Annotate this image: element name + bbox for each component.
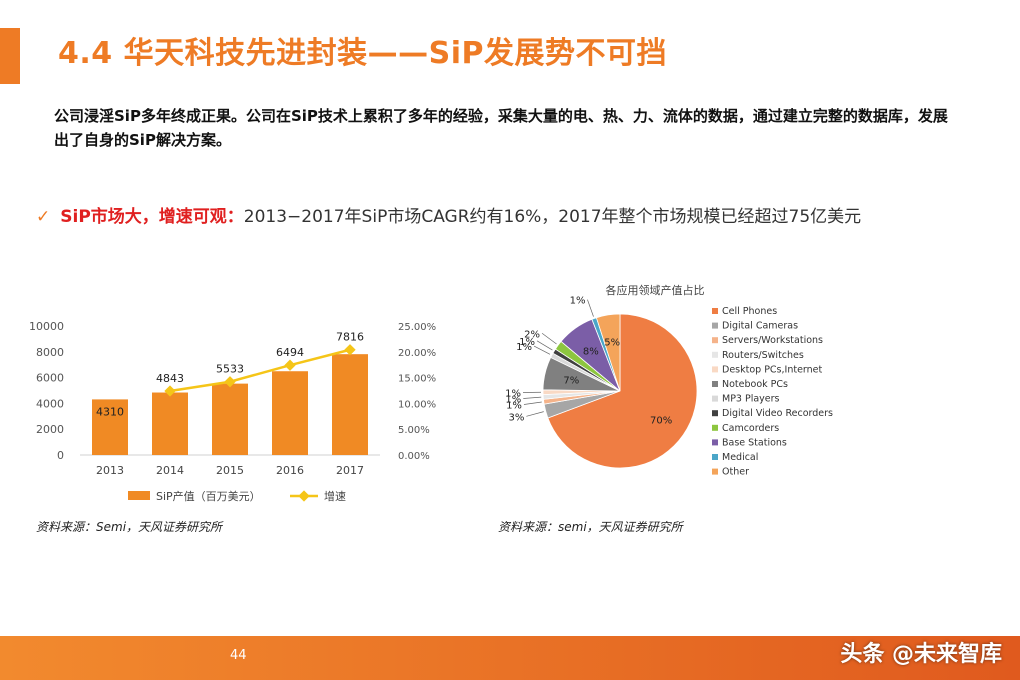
pie-legend-swatch (712, 322, 718, 329)
pie-legend-label: Notebook PCs (722, 379, 788, 390)
y-left-tick-label: 0 (57, 449, 64, 462)
pie-value-label: 1% (506, 401, 522, 412)
bar-value-label: 7816 (336, 331, 364, 344)
pie-value-label: 8% (583, 346, 599, 357)
pie-legend-swatch (712, 439, 718, 446)
pie-legend-label: Base Stations (722, 437, 787, 448)
bar (272, 371, 308, 455)
bar-value-label: 5533 (216, 363, 244, 376)
footer-bar (0, 636, 1020, 680)
y-right-tick-label: 20.00% (398, 348, 436, 359)
pie-leader-line (541, 332, 557, 345)
pie-legend-label: Routers/Switches (722, 350, 804, 361)
pie-legend-label: Camcorders (722, 423, 779, 434)
pie-leader-line (533, 345, 551, 355)
x-tick-label: 2017 (336, 464, 364, 477)
pie-value-label: 70% (650, 416, 672, 427)
sip-bar-line-chart: 0 2000 4000 6000 8000 10000 0.00% 5.00% 10.00% 15… (29, 320, 436, 503)
y-left-tick-label: 2000 (36, 423, 64, 436)
y-left-tick-label: 8000 (36, 346, 64, 359)
pie-leader-line (587, 299, 594, 317)
page-title: 4.4 华天科技先进封装——SiP发展势不可挡 (58, 36, 667, 71)
pie-legend-label: Cell Phones (722, 306, 777, 317)
pie-legend-label: Medical (722, 452, 758, 463)
pie-legend-swatch (712, 410, 718, 417)
pie-value-label: 1% (516, 342, 532, 353)
pie-slice (547, 313, 698, 469)
growth-point (344, 344, 356, 356)
y-right-tick-label: 25.00% (398, 322, 436, 333)
bullet-text: 2013−2017年SiP市场CAGR约有16%，2017年整个市场规模已经超过… (243, 207, 862, 227)
y-right-tick-label: 0.00% (398, 451, 430, 462)
pie-value-label: 1% (519, 337, 535, 348)
pie-legend-swatch (712, 424, 718, 431)
bar-value-label: 6494 (276, 346, 304, 359)
pie-legend-swatch (712, 395, 718, 402)
pie-legend-swatch (712, 366, 718, 373)
bar-value-label: 4843 (156, 372, 184, 385)
pie-leader-line (523, 396, 542, 399)
pie-leader-line (526, 411, 544, 417)
check-icon: ✓ (36, 207, 51, 227)
bullet-heading: SiP市场大，增速可观： (60, 207, 244, 227)
pie-value-label: 2% (524, 329, 540, 340)
pie-slice (595, 313, 621, 392)
growth-line (169, 348, 351, 393)
y-right-tick-label: 5.00% (398, 425, 430, 436)
pie-title: 各应用领域产值占比 (606, 283, 705, 297)
pie-value-label: 7% (563, 375, 579, 386)
x-tick-label: 2016 (276, 464, 304, 477)
watermark: 头条 @未来智库 (840, 642, 1002, 667)
growth-point (284, 359, 296, 371)
bar (212, 383, 248, 455)
bar (92, 399, 128, 455)
intro-paragraph: 公司浸淫SiP多年终成正果。公司在SiP技术上累积了多年的经验，采集大量的电、热… (54, 107, 948, 149)
pie-legend-label: Digital Cameras (722, 321, 798, 332)
pie-legend-label: Digital Video Recorders (722, 408, 833, 419)
x-tick-label: 2014 (156, 464, 184, 477)
pie-legend-label: Servers/Workstations (722, 335, 823, 346)
pie-chart-source: 资料来源：semi，天风证券研究所 (498, 520, 683, 534)
pie-value-label: 1% (505, 389, 521, 400)
pie-legend-label: Desktop PCs,Internet (722, 364, 823, 375)
pie-legend-swatch (712, 351, 718, 358)
legend-line-label: 增速 (324, 489, 346, 503)
pie-value-label: 3% (508, 412, 524, 423)
legend-bar-label: SiP产值（百万美元） (156, 489, 261, 503)
pie-leader-line (523, 401, 542, 405)
legend-line-marker (298, 490, 310, 502)
pie-legend-swatch (712, 454, 718, 460)
bar-value-label: 4310 (96, 405, 124, 418)
pie-legend-swatch (712, 308, 718, 314)
legend-bar-swatch (128, 491, 150, 500)
pie-legend-label: Other (722, 467, 749, 478)
pie-value-label: 5% (604, 338, 620, 349)
bullet-line: ✓ SiP市场大，增速可观：2013−2017年SiP市场CAGR约有16%，20… (36, 202, 861, 227)
bar (152, 392, 188, 455)
pie-legend-swatch (712, 381, 718, 387)
pie-legend-swatch (712, 337, 718, 344)
pie-value-label: 1% (570, 296, 586, 307)
bar (332, 354, 368, 455)
x-tick-label: 2015 (216, 464, 244, 477)
x-tick-label: 2013 (96, 464, 124, 477)
page-number: 44 (230, 648, 247, 663)
y-left-tick-label: 6000 (36, 372, 64, 385)
pie-leader-line (536, 340, 553, 351)
pie-value-label: 1% (505, 395, 521, 406)
title-accent-bar (0, 28, 20, 84)
pie-legend-swatch (712, 468, 718, 475)
y-right-tick-label: 15.00% (398, 374, 436, 385)
y-left-tick-label: 10000 (29, 320, 64, 333)
y-right-tick-label: 10.00% (398, 399, 436, 410)
pie-legend-label: MP3 Players (722, 394, 780, 405)
bar-chart-source: 资料来源：Semi，天风证券研究所 (36, 520, 223, 534)
y-left-tick-label: 4000 (36, 397, 64, 410)
